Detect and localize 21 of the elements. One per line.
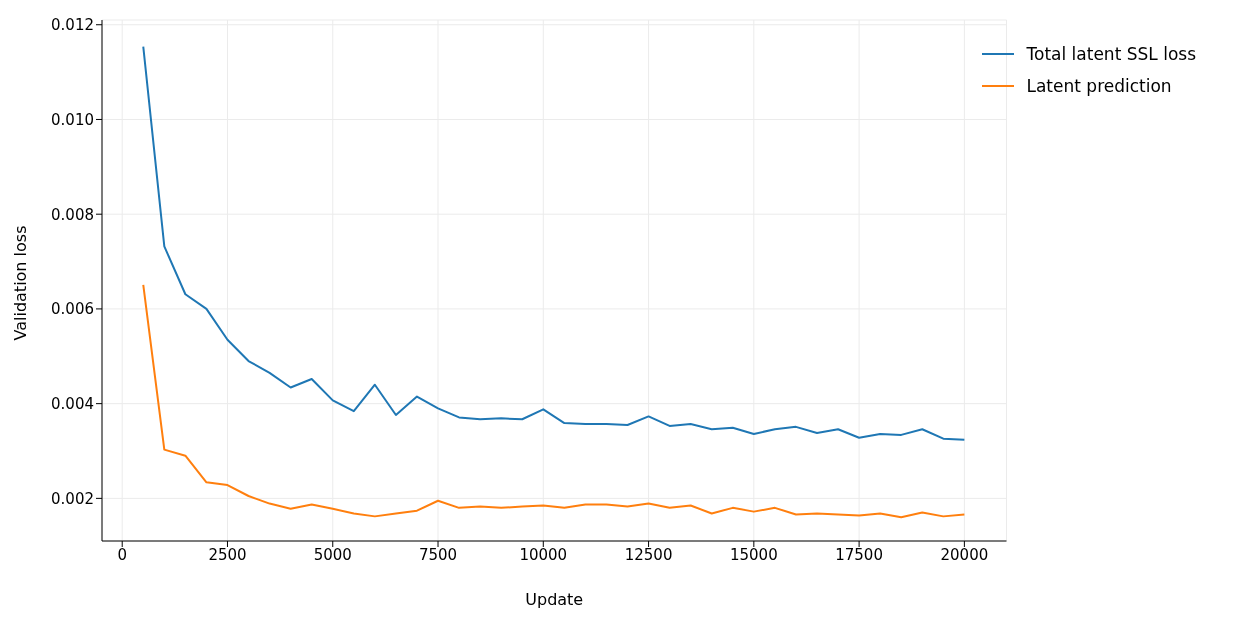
x-tick-label: 12500 xyxy=(624,545,673,564)
x-axis-title: Update xyxy=(525,590,584,609)
line-series xyxy=(142,45,966,441)
x-tick-label: 5000 xyxy=(313,545,352,564)
x-tick-label: 10000 xyxy=(519,545,568,564)
line-series xyxy=(142,283,966,519)
y-tick-label: 0.010 xyxy=(51,110,94,129)
x-tick-label: 7500 xyxy=(418,545,458,564)
x-tick-label: 0 xyxy=(117,545,127,564)
x-tick-label: 15000 xyxy=(729,545,778,564)
legend-label: Total latent SSL loss xyxy=(1026,43,1196,66)
y-tick-label: 0.008 xyxy=(51,205,94,224)
y-tick-label: 0.002 xyxy=(51,489,94,508)
y-axis-title: Validation loss xyxy=(10,225,30,341)
x-tick-label: 20000 xyxy=(940,545,989,564)
x-tick-label: 17500 xyxy=(835,545,883,564)
legend-label: Latent prediction xyxy=(1026,75,1172,98)
y-tick-label: 0.012 xyxy=(51,16,94,35)
y-tick-label: 0.006 xyxy=(51,300,94,319)
x-tick-label: 2500 xyxy=(208,545,247,564)
y-tick-label: 0.004 xyxy=(51,394,94,413)
